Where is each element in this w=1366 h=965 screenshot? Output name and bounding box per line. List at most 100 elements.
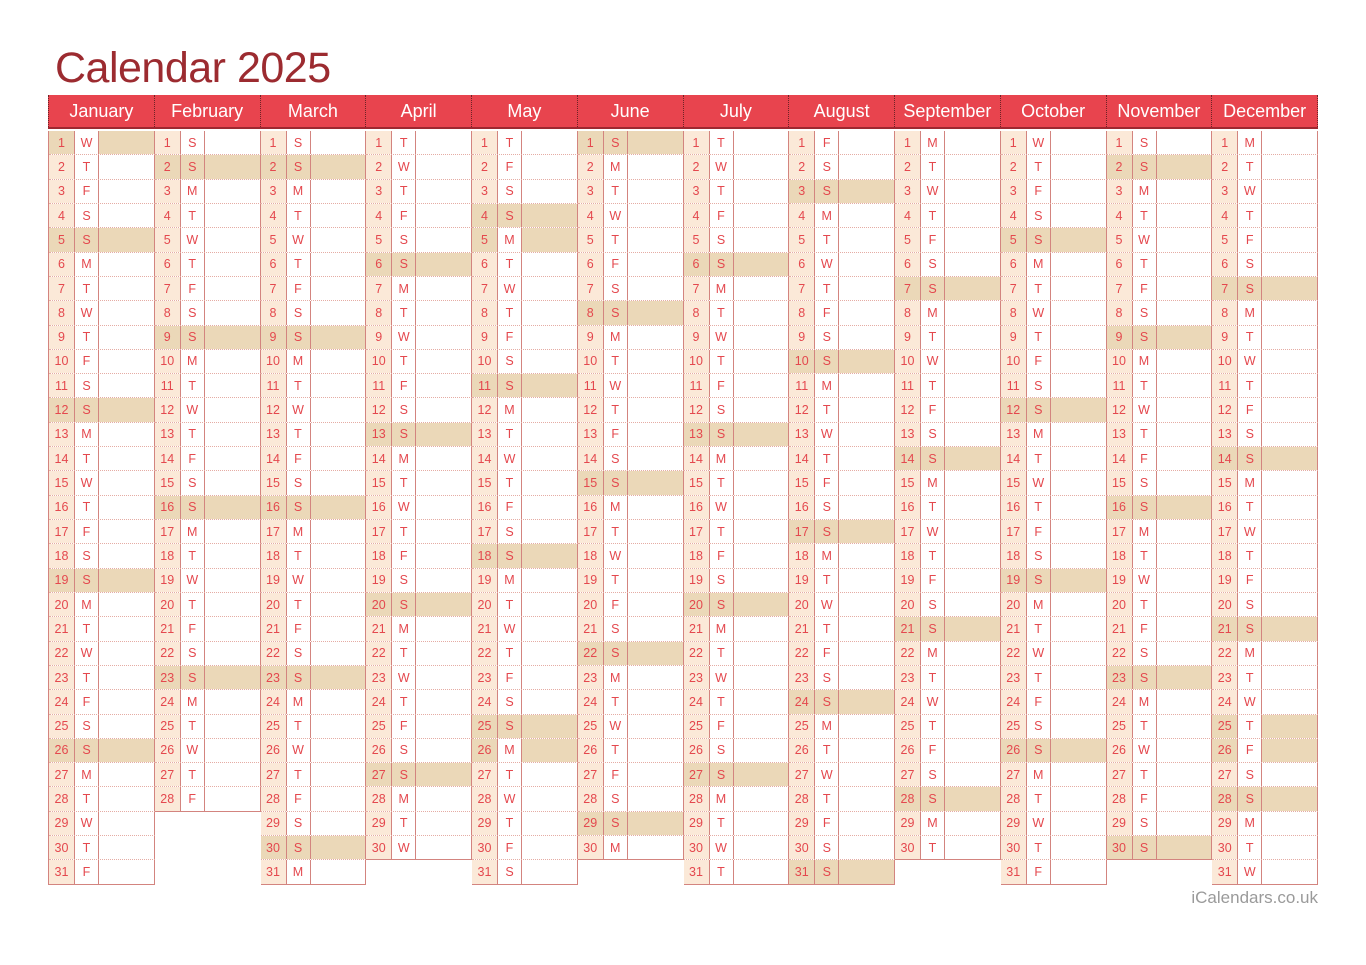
day-row-june-11: 11 W <box>577 374 684 399</box>
day-number: 11 <box>154 374 181 398</box>
day-note-space <box>839 131 895 155</box>
day-row-august-12: 12 T <box>789 398 895 423</box>
day-letter: S <box>286 301 311 325</box>
day-note-space <box>1156 738 1213 763</box>
month-header-november: November <box>1105 95 1212 127</box>
day-note-space <box>204 203 261 228</box>
day-note-space <box>945 252 1001 276</box>
day-number: 16 <box>577 495 604 519</box>
day-row-august-23: 23 S <box>789 665 895 691</box>
month-column-february: 1 S 2 S 3 M 4 T 5 W 6 T 7 F 8 S 9 S 10 M 11 T 12 W 13 T 14 F 15 S 16 S 1… <box>154 131 261 812</box>
day-letter: F <box>498 836 522 860</box>
day-letter: M <box>1238 641 1263 665</box>
day-row-january-22: 22 W <box>49 641 155 666</box>
day-note-space <box>1156 228 1213 252</box>
day-row-april-10: 10 T <box>366 349 472 375</box>
day-number: 21 <box>1106 617 1133 641</box>
day-note-space <box>1050 179 1107 203</box>
day-row-june-13: 13 F <box>577 422 684 448</box>
day-number: 30 <box>472 836 498 860</box>
day-number: 5 <box>577 228 604 252</box>
day-row-november-26: 26 W <box>1106 738 1213 764</box>
day-number: 8 <box>1106 301 1133 325</box>
day-number: 18 <box>472 544 498 568</box>
day-note-space <box>310 690 367 714</box>
day-number: 29 <box>683 811 710 836</box>
day-letter: M <box>498 568 522 592</box>
day-letter: S <box>286 155 311 179</box>
day-number: 30 <box>1212 836 1239 860</box>
day-letter: F <box>709 544 734 568</box>
day-note-space <box>416 471 472 495</box>
day-letter: S <box>286 665 311 690</box>
day-number: 26 <box>683 738 710 763</box>
day-row-april-25: 25 F <box>366 714 472 739</box>
day-number: 12 <box>577 398 604 422</box>
day-number: 1 <box>683 131 710 155</box>
day-number: 21 <box>49 617 75 641</box>
day-note-space <box>310 544 367 568</box>
day-letter: S <box>709 738 734 763</box>
day-number: 23 <box>154 665 181 690</box>
day-letter: M <box>498 228 522 252</box>
day-number: 7 <box>683 276 710 301</box>
day-row-october-15: 15 W <box>1000 471 1107 496</box>
day-note-space <box>1050 349 1107 374</box>
day-letter: M <box>75 252 99 276</box>
day-note-space <box>733 520 790 544</box>
day-row-february-28: 28 F <box>154 787 261 812</box>
day-number: 2 <box>260 155 287 179</box>
day-letter: W <box>286 738 311 763</box>
day-note-space <box>839 544 895 568</box>
day-row-may-22: 22 T <box>472 641 578 666</box>
day-number: 16 <box>1000 495 1027 519</box>
day-number: 12 <box>1212 398 1239 422</box>
day-letter: T <box>603 349 628 374</box>
day-letter: S <box>1238 617 1263 641</box>
day-note-space <box>945 641 1001 665</box>
day-letter: F <box>75 520 99 544</box>
day-row-march-28: 28 F <box>260 787 367 812</box>
day-note-space <box>204 398 261 422</box>
day-number: 2 <box>472 155 498 179</box>
day-letter: M <box>1238 811 1263 836</box>
day-letter: S <box>1238 447 1263 471</box>
day-number: 24 <box>1212 690 1239 714</box>
day-number: 22 <box>154 641 181 665</box>
day-number: 26 <box>260 738 287 763</box>
day-number: 21 <box>577 617 604 641</box>
day-letter: T <box>1238 665 1263 690</box>
day-letter: S <box>180 131 205 155</box>
day-note-space <box>204 738 261 763</box>
day-note-space <box>945 374 1001 398</box>
day-letter: S <box>498 520 522 544</box>
day-letter: S <box>603 617 628 641</box>
day-number: 24 <box>260 690 287 714</box>
day-letter: W <box>498 276 522 301</box>
day-note-space <box>733 544 790 568</box>
day-note-space <box>310 520 367 544</box>
day-note-space <box>204 544 261 568</box>
day-number: 25 <box>366 714 393 738</box>
day-number: 28 <box>1000 787 1027 811</box>
day-note-space <box>733 349 790 374</box>
day-number: 8 <box>49 301 75 325</box>
day-number: 27 <box>154 763 181 787</box>
day-letter: T <box>921 155 945 179</box>
day-letter: T <box>815 568 840 592</box>
day-letter: M <box>921 301 945 325</box>
day-number: 24 <box>1000 690 1027 714</box>
day-letter: M <box>709 617 734 641</box>
day-number: 3 <box>49 179 75 203</box>
day-letter: T <box>603 690 628 714</box>
day-number: 27 <box>1000 763 1027 787</box>
day-letter: S <box>603 447 628 471</box>
day-letter: T <box>1026 836 1051 860</box>
